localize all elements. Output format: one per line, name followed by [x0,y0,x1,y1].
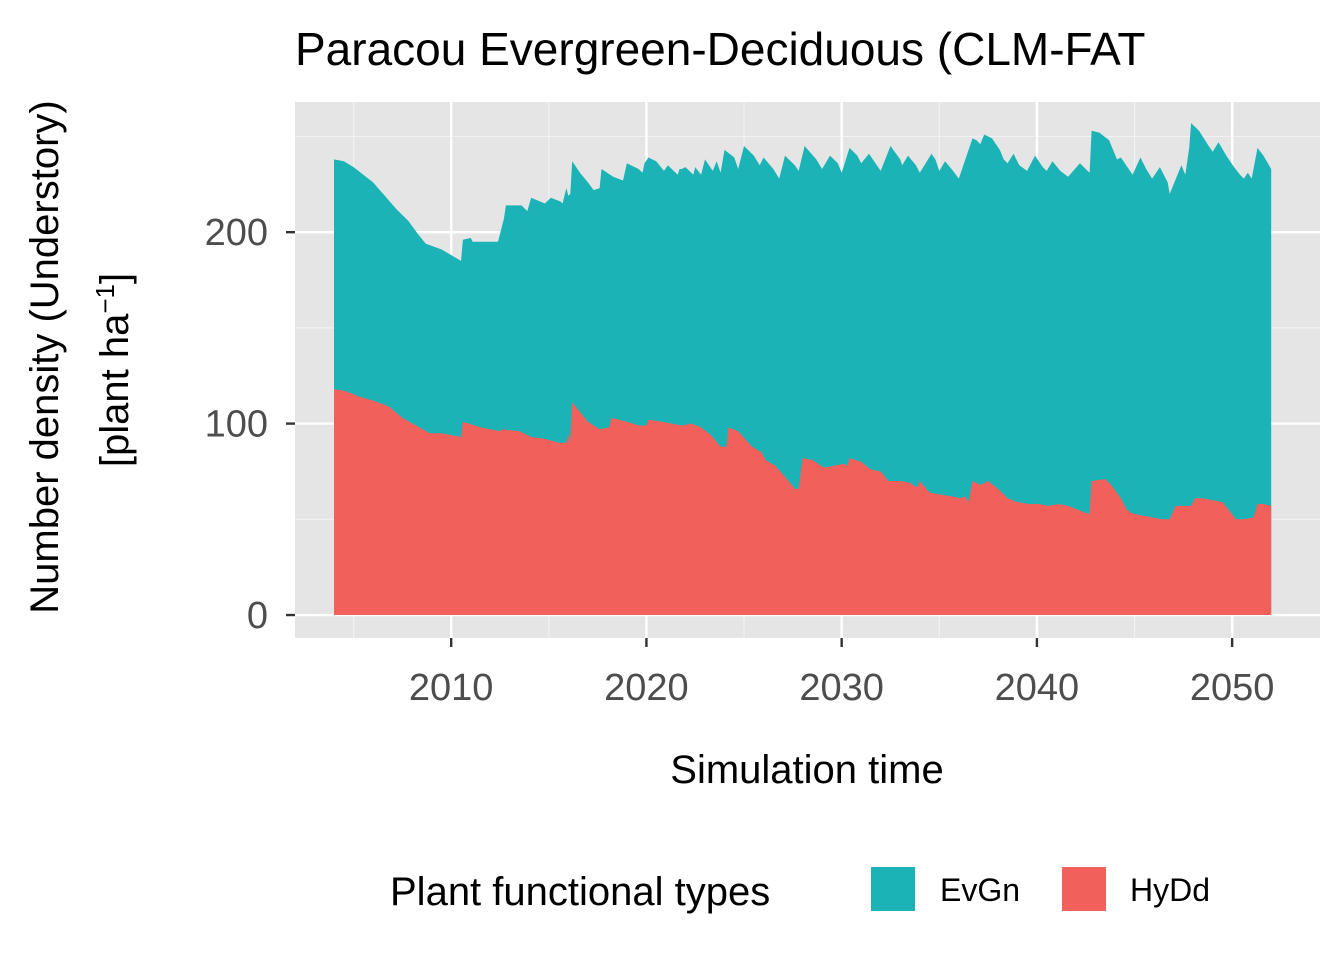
x-tick-label: 2010 [409,667,494,709]
x-axis: 2010 2020 2030 2040 2050 [409,638,1274,709]
chart-title: Paracou Evergreen-Deciduous (CLM-FAT [295,23,1145,75]
legend-key-evgn [869,865,917,913]
y-axis-unit-exponent: −1 [90,284,120,314]
legend-label-hydd: HyDd [1130,872,1210,908]
y-axis-unit-text: [plant ha [93,313,137,467]
x-tick-label: 2040 [995,667,1080,709]
legend-label-evgn: EvGn [940,872,1020,908]
x-axis-title: Simulation time [670,748,943,792]
y-axis-unit-close: ] [93,273,137,284]
y-tick-label: 200 [205,212,268,254]
y-axis: 0 100 200 [205,212,295,637]
x-tick-label: 2020 [604,667,689,709]
area-hydd [334,389,1272,615]
legend-title: Plant functional types [390,870,770,914]
legend-items: EvGn HyDd [869,865,1210,913]
y-tick-label: 0 [247,595,268,637]
y-axis-title-line2: [plant ha−1] [90,273,137,467]
x-tick-label: 2050 [1190,667,1275,709]
y-axis-title-line1: Number density (Understory) [23,100,67,614]
stacked-areas [334,123,1272,615]
y-tick-label: 100 [205,404,268,446]
legend: Plant functional types EvGn HyDd [390,865,1210,914]
legend-key-hydd [1060,865,1108,913]
x-tick-label: 2030 [799,667,884,709]
